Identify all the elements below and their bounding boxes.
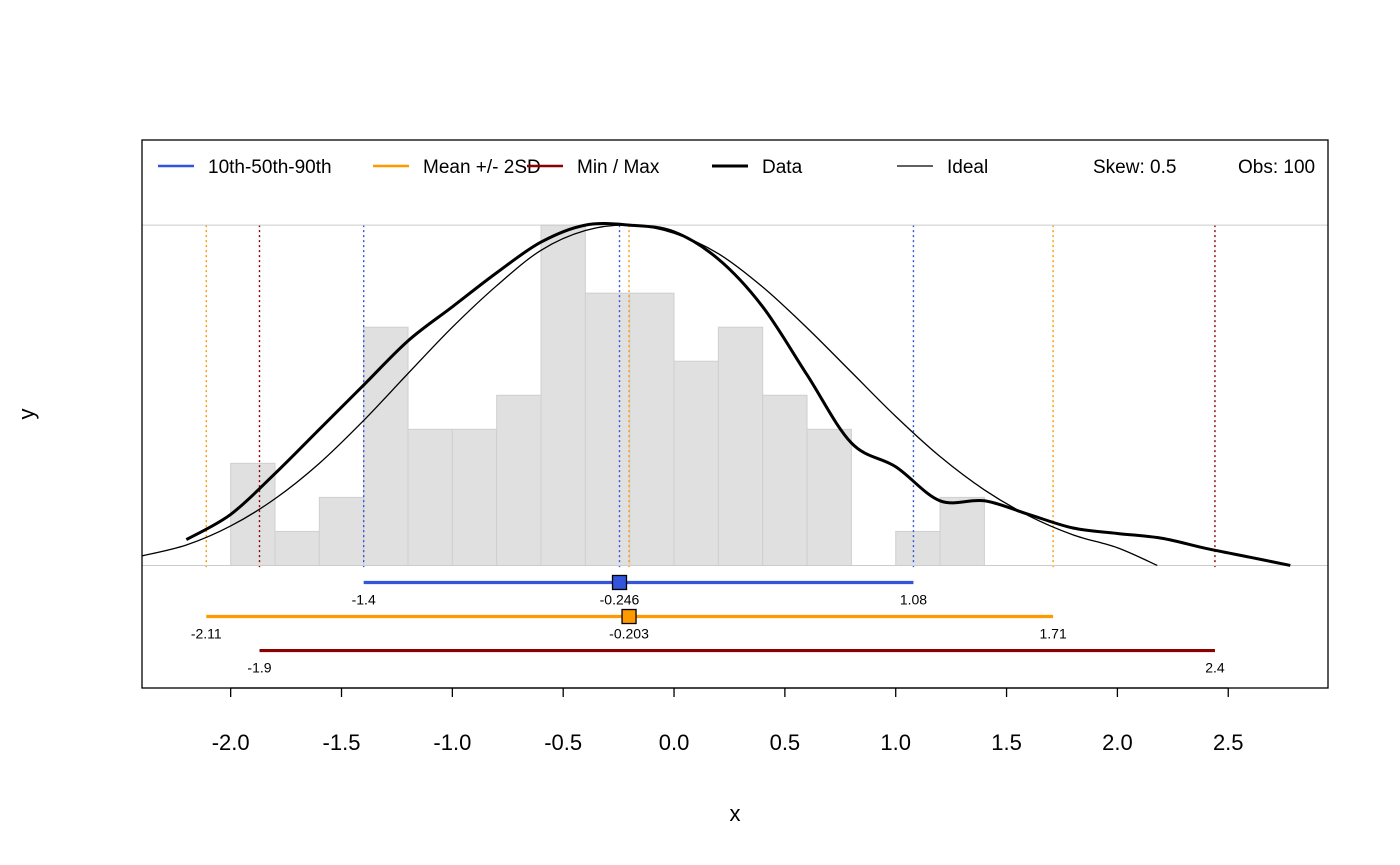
histogram-bar <box>274 530 320 566</box>
range-high-label: 1.08 <box>900 591 927 607</box>
histogram-bar <box>806 428 852 566</box>
legend-label: Mean +/- 2SD <box>423 157 541 178</box>
x-tick-label: -2.0 <box>212 730 250 755</box>
legend-text-item: Obs: 100 <box>1238 157 1315 178</box>
legend-text-item: Skew: 0.5 <box>1093 157 1176 178</box>
legend-label: 10th-50th-90th <box>208 157 332 178</box>
range-mid-marker <box>621 608 637 625</box>
legend-label: Data <box>762 157 803 178</box>
x-tick-label: -0.5 <box>544 730 582 755</box>
x-tick-label: 1.0 <box>880 730 911 755</box>
histogram-bar <box>762 394 808 566</box>
range-low-label: -2.11 <box>191 626 222 642</box>
histogram-bar <box>629 292 675 566</box>
range-mid-marker <box>611 574 628 591</box>
x-tick-label: 2.5 <box>1213 730 1244 755</box>
summary-ranges: -1.4 1.08 -0.246 -2.11 1.71 -0.203 -1.9 2.4 <box>191 574 1225 676</box>
range-high-label: 2.4 <box>1205 660 1225 676</box>
x-tick-label: 0.0 <box>659 730 690 755</box>
range-mid-label: -0.203 <box>609 626 649 642</box>
density-curves <box>142 222 1291 567</box>
histogram-bar <box>318 496 365 566</box>
legend-label: Ideal <box>947 157 988 178</box>
x-tick-label: -1.5 <box>323 730 361 755</box>
x-axis-title: x <box>730 801 741 826</box>
legend-label: Min / Max <box>577 157 660 178</box>
x-tick-label: 1.5 <box>991 730 1022 755</box>
reference-lines <box>205 225 1216 568</box>
ideal-curve <box>142 224 1158 567</box>
range-high-label: 1.71 <box>1039 626 1066 642</box>
histogram-bar <box>363 326 409 566</box>
histogram-bar <box>540 224 586 566</box>
x-tick-label: 0.5 <box>770 730 801 755</box>
histogram-bar <box>496 394 542 566</box>
range-low-label: -1.4 <box>352 591 376 607</box>
histogram-bars <box>230 224 985 566</box>
x-tick-label: 2.0 <box>1102 730 1133 755</box>
data-curve <box>185 222 1291 567</box>
histogram-bar <box>939 496 985 566</box>
histogram-bar <box>451 428 498 566</box>
range-low-label: -1.9 <box>247 660 271 676</box>
histogram-bar <box>407 428 453 566</box>
y-axis-title: y <box>14 409 39 420</box>
legend: 10th-50th-90th Mean +/- 2SD Min / Max Data I… <box>158 157 1315 178</box>
histogram-bar <box>584 292 631 566</box>
x-tick-label: -1.0 <box>433 730 471 755</box>
histogram-bar <box>673 360 719 566</box>
histogram-bar <box>717 326 764 566</box>
range-mid-label: -0.246 <box>600 591 640 607</box>
x-axis: -2.0 -1.5 -1.0 -0.5 0.0 0.5 1.0 1.5 2.0 2.5 <box>212 687 1244 755</box>
histogram-bar <box>895 530 941 566</box>
